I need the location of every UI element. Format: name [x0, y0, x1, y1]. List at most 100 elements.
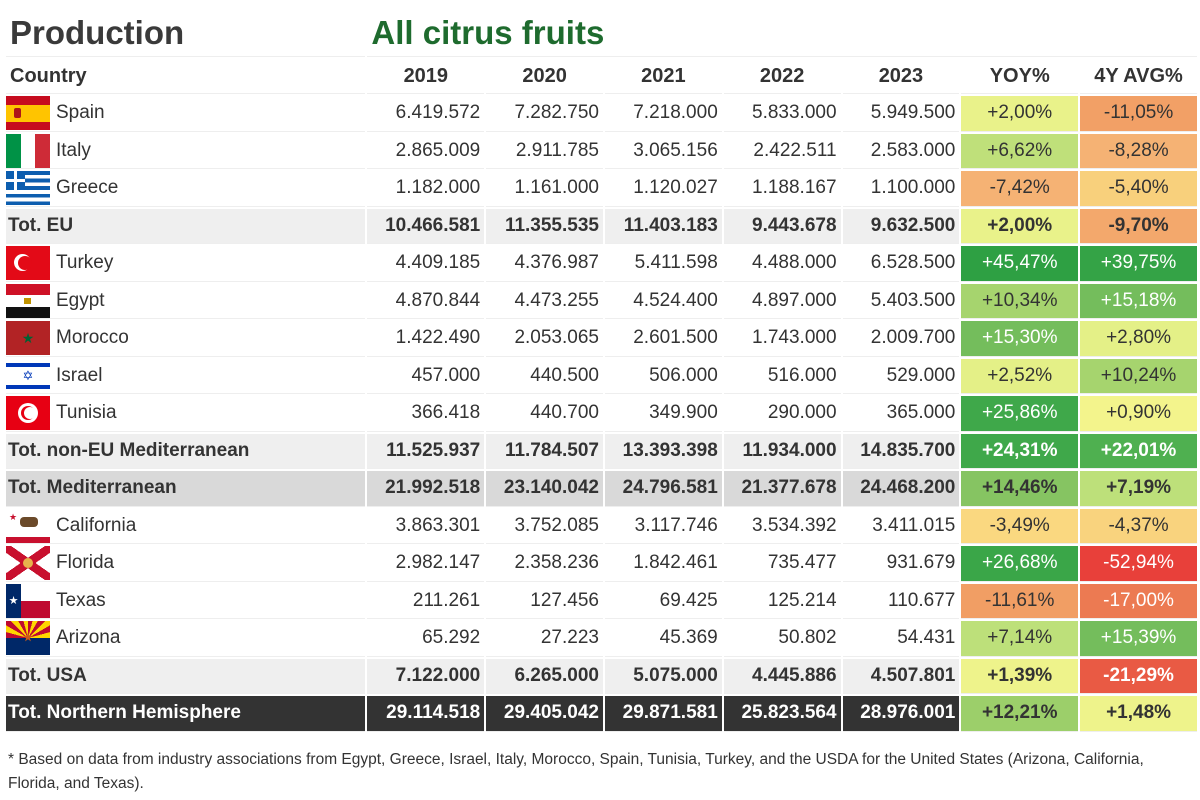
value-2022: 5.833.000: [723, 96, 841, 132]
yoy-cell: +15,30%: [961, 321, 1079, 357]
value-2022: 1.188.167: [723, 171, 841, 207]
table-row: Egypt 4.870.844 4.473.255 4.524.400 4.897.00…: [6, 283, 1197, 319]
footnote: * Based on data from industry associatio…: [8, 751, 1144, 792]
value-2020: 127.456: [486, 584, 603, 619]
value-2022: 3.534.392: [723, 509, 841, 544]
table-row: ✡ Israel 457.000 440.500 506.000 516.000 529.0…: [6, 358, 1197, 394]
yoy-cell: +2,00%: [961, 96, 1079, 132]
yoy-cell: +25,86%: [961, 396, 1079, 432]
country-cell: Tot. EU: [6, 208, 366, 244]
value-2022: 516.000: [723, 359, 841, 394]
avg-4y-cell: +39,75%: [1080, 246, 1197, 282]
avg-4y-cell: +10,24%: [1080, 358, 1197, 394]
table-row: Arizona 65.292 27.223 45.369 50.802 54.431 +7,…: [6, 621, 1197, 657]
value-2020: 11.355.535: [486, 208, 603, 244]
header-row: Country 2019 2020 2021 2022 2023 YOY% 4Y…: [6, 59, 1197, 94]
table-row: ★ California 3.863.301 3.752.085 3.117.746 3.…: [6, 508, 1197, 544]
country-cell: Spain: [6, 96, 366, 132]
yoy-cell: +7,14%: [961, 621, 1079, 657]
florida-flag-icon: [6, 546, 50, 581]
avg-4y-cell: -4,37%: [1080, 508, 1197, 544]
value-2023: 931.679: [842, 546, 960, 582]
table-title: Production: [6, 10, 366, 57]
value-2022: 4.445.886: [723, 658, 841, 694]
value-2022: 11.934.000: [723, 433, 841, 469]
table-row: Italy 2.865.009 2.911.785 3.065.156 2.422.51…: [6, 133, 1197, 169]
value-2019: 65.292: [367, 621, 485, 657]
value-2023: 5.403.500: [842, 284, 960, 319]
country-cell: Tunisia: [6, 396, 366, 432]
avg-4y-cell: +1,48%: [1080, 696, 1197, 732]
value-2019: 21.992.518: [367, 471, 485, 507]
value-2019: 1.182.000: [367, 171, 485, 207]
country-cell: Tot. Mediterranean: [6, 471, 366, 507]
value-2023: 529.000: [842, 359, 960, 394]
value-2019: 2.865.009: [367, 134, 485, 169]
country-name: Tot. Mediterranean: [8, 477, 177, 499]
table-row: Florida 2.982.147 2.358.236 1.842.461 735.47…: [6, 546, 1197, 582]
value-2019: 3.863.301: [367, 509, 485, 544]
value-2022: 735.477: [723, 546, 841, 582]
country-name: California: [56, 514, 137, 536]
value-2022: 290.000: [723, 396, 841, 432]
country-name: Arizona: [56, 627, 121, 649]
value-2021: 1.842.461: [604, 546, 722, 582]
production-table: Production All citrus fruits Country 201…: [4, 8, 1199, 734]
column-header-2020: 2020: [486, 59, 603, 94]
total-row: Tot. EU 10.466.581 11.355.535 11.403.183 9.4…: [6, 208, 1197, 244]
value-2023: 1.100.000: [842, 171, 960, 207]
table-row: Turkey 4.409.185 4.376.987 5.411.598 4.488.0…: [6, 246, 1197, 282]
value-2021: 29.871.581: [604, 696, 722, 732]
value-2022: 21.377.678: [723, 471, 841, 507]
value-2021: 3.117.746: [604, 509, 722, 544]
value-2019: 211.261: [367, 584, 485, 619]
country-name: Israel: [56, 364, 103, 386]
value-2021: 1.120.027: [604, 171, 722, 207]
avg-4y-cell: +2,80%: [1080, 321, 1197, 357]
total-row: Tot. Mediterranean 21.992.518 23.140.042 24…: [6, 471, 1197, 507]
country-cell: Turkey: [6, 246, 366, 282]
avg-4y-cell: +0,90%: [1080, 396, 1197, 432]
value-2020: 7.282.750: [486, 96, 603, 132]
value-2020: 4.473.255: [486, 284, 603, 319]
column-header-2022: 2022: [723, 59, 841, 94]
column-header-4y-avg: 4Y AVG%: [1080, 59, 1197, 94]
value-2021: 13.393.398: [604, 433, 722, 469]
value-2020: 1.161.000: [486, 171, 603, 207]
value-2019: 366.418: [367, 396, 485, 432]
avg-4y-cell: -21,29%: [1080, 658, 1197, 694]
value-2023: 24.468.200: [842, 471, 960, 507]
value-2021: 7.218.000: [604, 96, 722, 132]
yoy-cell: +2,52%: [961, 358, 1079, 394]
tunisia-flag-icon: [6, 396, 50, 431]
value-2022: 125.214: [723, 584, 841, 619]
production-table-panel: Production All citrus fruits Country 201…: [4, 8, 1199, 734]
value-2020: 2.911.785: [486, 134, 603, 169]
value-2020: 3.752.085: [486, 509, 603, 544]
greece-flag-icon: [6, 171, 50, 206]
country-name: Tot. USA: [8, 664, 87, 686]
value-2023: 3.411.015: [842, 509, 960, 544]
column-header-2023: 2023: [842, 59, 960, 94]
value-2022: 50.802: [723, 621, 841, 657]
value-2021: 349.900: [604, 396, 722, 432]
country-name: Texas: [56, 589, 106, 611]
country-cell: Italy: [6, 133, 366, 169]
avg-4y-cell: +7,19%: [1080, 471, 1197, 507]
value-2020: 2.053.065: [486, 321, 603, 357]
country-name: Turkey: [56, 252, 114, 274]
value-2020: 440.500: [486, 359, 603, 394]
yoy-cell: -11,61%: [961, 583, 1079, 619]
country-name: Tunisia: [56, 402, 117, 424]
italy-flag-icon: [6, 133, 50, 168]
yoy-cell: -7,42%: [961, 171, 1079, 207]
avg-4y-cell: -5,40%: [1080, 171, 1197, 207]
value-2020: 2.358.236: [486, 546, 603, 582]
value-2021: 45.369: [604, 621, 722, 657]
value-2023: 2.009.700: [842, 321, 960, 357]
table-row: Greece 1.182.000 1.161.000 1.120.027 1.188.1…: [6, 171, 1197, 207]
country-cell: Egypt: [6, 283, 366, 319]
value-2021: 506.000: [604, 359, 722, 394]
value-2019: 4.409.185: [367, 246, 485, 282]
value-2019: 4.870.844: [367, 284, 485, 319]
